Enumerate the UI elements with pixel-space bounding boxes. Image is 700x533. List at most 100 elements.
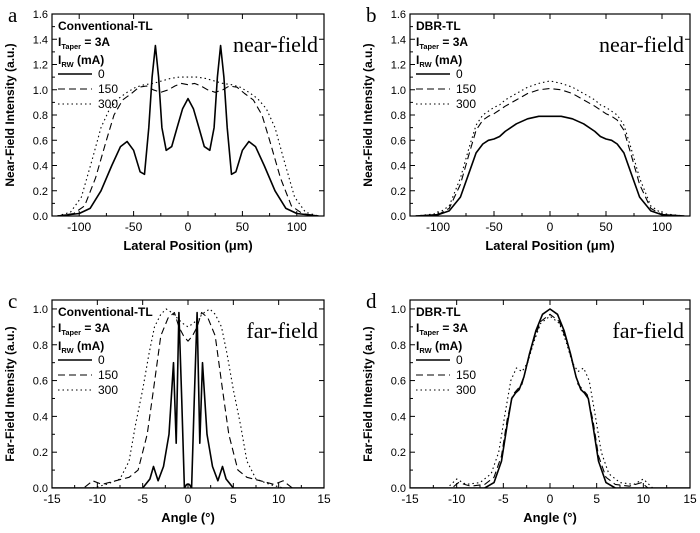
taper-current-label: ITaper = 3A [58,35,110,51]
x-tick-label: 15 [683,492,697,506]
x-tick-label: 10 [272,492,286,506]
x-tick-label: 0 [185,220,192,234]
y-axis-label: Far-Field Intensity (a.u.) [361,326,375,461]
field-label: far-field [246,318,318,343]
legend-entry: 0 [98,353,105,367]
y-tick-label: 1.0 [33,85,48,97]
x-axis-label: Angle (°) [523,510,577,525]
chart-panel-d: d -15 -10 -5 0 5 10 15 0.0 0.2 0.4 0.6 0.8 1.0 Angle (… [361,289,697,525]
y-tick-label: 0.2 [391,186,406,198]
y-tick-label: 0.4 [391,411,406,423]
y-tick-label: 0.0 [391,211,406,223]
chart-panel-b: b -100 -50 0 50 100 0.0 0.2 0.4 0.6 0.8 1.0 1.2 1.4 1.… [361,3,691,253]
x-tick-label: -15 [43,492,61,506]
x-tick-label: 0 [185,492,192,506]
y-tick-label: 0.4 [391,161,406,173]
series-line-300 [415,80,685,216]
x-tick-label: -5 [137,492,148,506]
legend-title: IRW (mA) [58,53,104,69]
y-tick-label: 0.4 [33,411,48,423]
y-tick-label: 0.6 [391,135,406,147]
x-axis-label: Angle (°) [161,510,215,525]
x-tick-label: 5 [230,492,237,506]
x-axis-label: Lateral Position (μm) [485,238,614,253]
y-tick-label: 0.8 [391,110,406,122]
y-tick-label: 1.0 [391,85,406,97]
legend-entry: 150 [98,82,118,96]
y-tick-label: 0.2 [33,447,48,459]
y-tick-label: 1.0 [33,304,48,316]
device-label: Conventional-TL [58,19,153,33]
y-tick-label: 1.6 [391,9,406,21]
legend-entry: 300 [456,97,476,111]
legend-title: IRW (mA) [58,339,104,355]
y-tick-label: 0.2 [33,186,48,198]
legend-entry: 0 [98,67,105,81]
y-tick-label: 0.4 [33,161,48,173]
legend-title: IRW (mA) [416,53,462,69]
legend-entry: 300 [456,383,476,397]
series-line-0 [415,115,685,216]
x-axis-label: Lateral Position (μm) [123,238,252,253]
taper-current-label: ITaper = 3A [416,321,468,337]
series-line-150 [410,313,690,488]
x-tick-label: 0 [547,492,554,506]
field-label: near-field [233,32,318,57]
x-tick-label: -10 [89,492,107,506]
legend-entry: 150 [456,368,476,382]
legend-entry: 300 [98,383,118,397]
panel-letter: c [8,289,17,313]
y-tick-label: 1.6 [33,9,48,21]
legend-entry: 150 [456,82,476,96]
y-tick-label: 1.0 [391,304,406,316]
x-tick-label: -100 [67,220,91,234]
x-tick-label: 100 [652,220,672,234]
series-line-0 [52,311,324,488]
series-line-0 [410,308,690,488]
panel-letter: a [8,3,18,27]
y-tick-label: 0.8 [33,340,48,352]
y-tick-label: 1.2 [391,60,406,72]
x-tick-label: 5 [593,492,600,506]
x-tick-label: -5 [498,492,509,506]
panel-letter: b [366,3,377,27]
y-axis-label: Near-Field Intensity (a.u.) [3,43,17,186]
y-axis-label: Far-Field Intensity (a.u.) [3,326,17,461]
x-tick-label: -15 [401,492,419,506]
device-label: DBR-TL [416,305,461,319]
series-line-300 [52,308,324,488]
y-tick-label: 1.4 [33,34,48,46]
series-line-0 [57,44,319,216]
chart-panel-c: c -15 -10 -5 0 5 10 15 0.0 0.2 0.4 0.6 0.8 1.0 Angle (… [3,289,331,525]
y-tick-label: 0.0 [391,483,406,495]
y-tick-label: 0.0 [33,211,48,223]
device-label: Conventional-TL [58,305,153,319]
legend-entry: 0 [456,353,463,367]
y-axis-label: Near-Field Intensity (a.u.) [361,43,375,186]
legend-entry: 150 [98,368,118,382]
x-tick-label: 50 [599,220,613,234]
y-tick-label: 1.4 [391,34,406,46]
x-tick-label: 10 [637,492,651,506]
x-tick-label: -10 [448,492,466,506]
x-tick-label: 0 [547,220,554,234]
x-tick-label: 15 [317,492,331,506]
taper-current-label: ITaper = 3A [416,35,468,51]
series-line-150 [415,87,685,216]
y-tick-label: 1.2 [33,60,48,72]
legend-entry: 0 [456,67,463,81]
series-line-150 [57,82,319,216]
x-tick-label: -100 [426,220,450,234]
chart-panel-a: a -100 -50 0 50 100 0.0 0.2 0.4 0.6 0.8 1.0 1.2 1.4 1.… [3,3,325,253]
y-tick-label: 0.8 [391,340,406,352]
series-line-300 [57,76,319,216]
field-label: far-field [612,318,684,343]
x-tick-label: -50 [125,220,143,234]
y-tick-label: 0.6 [33,376,48,388]
x-tick-label: -50 [485,220,503,234]
panel-letter: d [366,289,377,313]
field-label: near-field [599,32,684,57]
y-tick-label: 0.0 [33,483,48,495]
taper-current-label: ITaper = 3A [58,321,110,337]
y-tick-label: 0.6 [391,376,406,388]
